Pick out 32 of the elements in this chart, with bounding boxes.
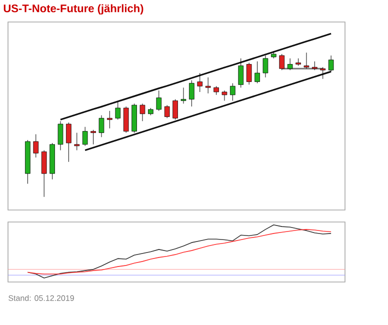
candlestick <box>279 54 285 70</box>
candlestick <box>115 102 121 120</box>
candlestick <box>58 120 64 150</box>
candlestick <box>197 72 203 92</box>
candlestick <box>238 58 244 88</box>
candlestick <box>82 126 88 146</box>
candlestick <box>164 104 170 118</box>
candlestick <box>205 77 211 94</box>
candlestick <box>222 90 228 101</box>
candlestick <box>140 103 146 122</box>
chart-title: US-T-Note-Future (jährlich) <box>4 4 144 14</box>
candlestick <box>33 134 39 158</box>
candlestick <box>328 55 334 72</box>
candlestick <box>156 90 162 112</box>
candlestick <box>230 82 236 101</box>
candlestick <box>180 87 186 104</box>
candlestick <box>304 52 310 69</box>
candlestick <box>262 55 268 78</box>
candlestick <box>107 110 112 129</box>
candlestick <box>98 115 104 138</box>
candlestick <box>123 106 129 134</box>
candlestick <box>254 61 260 84</box>
candlestick <box>246 62 252 85</box>
candlestick <box>90 130 96 145</box>
candlestick <box>172 98 178 120</box>
candlestick <box>74 132 80 150</box>
candlestick <box>189 80 194 107</box>
text: Stand: 05.12.2019 <box>8 295 74 301</box>
candlestick <box>320 66 326 80</box>
candlestick <box>41 150 47 198</box>
candlestick <box>287 58 293 70</box>
candlestick <box>66 122 72 162</box>
